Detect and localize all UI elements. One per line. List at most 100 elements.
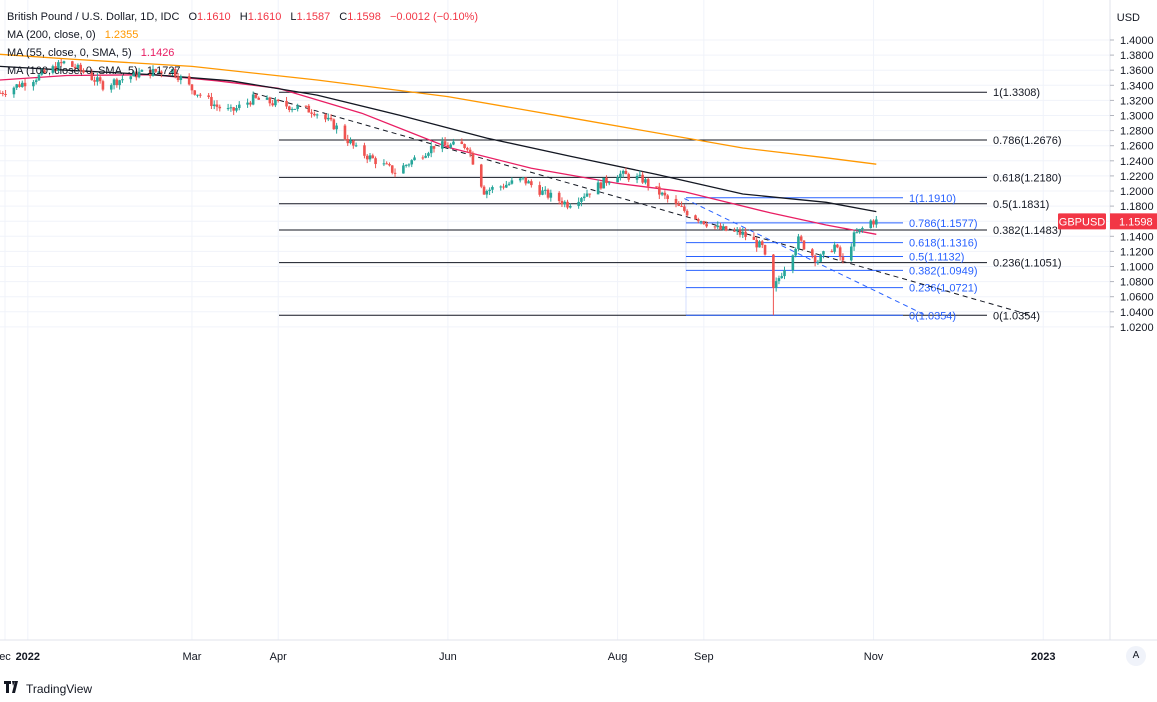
candle-body <box>187 76 191 85</box>
candle-body <box>797 236 800 249</box>
time-tick-label: Nov <box>864 651 884 663</box>
candle-body <box>232 107 235 111</box>
candle-body <box>705 224 708 227</box>
candle-body <box>510 180 514 184</box>
candle-body <box>702 221 706 225</box>
candle-body <box>772 254 775 288</box>
candle-body <box>541 190 544 195</box>
candle-body <box>352 140 355 146</box>
price-tick-label: 1.3000 <box>1120 111 1154 123</box>
fib-level-label: 0.382(1.1483) <box>993 225 1062 237</box>
auto-scale-button[interactable]: A <box>1126 646 1146 666</box>
candle-body <box>285 100 288 107</box>
candle-body <box>777 278 781 282</box>
candle-body <box>783 270 786 277</box>
candle-body <box>296 105 299 109</box>
candle-body <box>137 71 141 78</box>
time-tick-label: ec <box>0 651 11 663</box>
candle-body <box>93 80 96 82</box>
candle-body <box>121 79 124 81</box>
candle-body <box>199 94 202 96</box>
candle-body <box>485 190 489 195</box>
chart-grid <box>0 0 1110 640</box>
time-tick-label: Apr <box>270 651 287 663</box>
candle-body <box>343 125 347 139</box>
candle-body <box>212 104 216 107</box>
time-tick-label: Sep <box>694 651 714 663</box>
candle-body <box>385 163 388 165</box>
candle-body <box>62 61 66 64</box>
candle-body <box>563 201 567 205</box>
candle-body <box>760 241 764 246</box>
fib-ext-label: 0.236(1.0721) <box>909 283 978 295</box>
candle-body <box>54 66 57 71</box>
candle-body <box>226 108 230 110</box>
price-tick-label: 1.4000 <box>1120 35 1154 47</box>
candle-body <box>307 105 311 113</box>
candle-body <box>744 231 747 237</box>
price-tick-label: 1.3600 <box>1120 65 1154 77</box>
candle-body <box>719 225 722 230</box>
candle-body <box>466 148 469 150</box>
ohlc-high-key: H <box>239 11 248 23</box>
candlesticks <box>0 59 878 316</box>
candle-body <box>663 192 667 196</box>
currency-label: USD <box>1116 12 1140 24</box>
candle-body <box>599 182 603 189</box>
price-tick-label: 1.3400 <box>1120 80 1154 92</box>
candle-body <box>716 225 720 228</box>
candle-body <box>549 192 553 198</box>
indicator-value: 1.1727 <box>146 65 181 77</box>
fib-level-label: 0.618(1.2180) <box>993 172 1062 184</box>
candle-body <box>12 87 16 95</box>
candle-body <box>638 174 642 176</box>
candle-body <box>173 69 177 77</box>
candle-body <box>607 182 611 184</box>
candle-body <box>655 186 658 188</box>
candle-body <box>524 177 528 184</box>
candle-body <box>390 165 394 173</box>
candle-body <box>313 113 316 116</box>
candle-body <box>627 174 631 180</box>
candle-body <box>852 232 856 247</box>
candle-body <box>432 146 436 149</box>
ma100-line <box>0 65 877 213</box>
candle-body <box>421 157 425 159</box>
candle-body <box>836 244 839 248</box>
candle-body <box>505 184 508 188</box>
symbol-badge <box>1058 213 1106 230</box>
candle-body <box>101 81 105 90</box>
candle-body <box>268 97 272 104</box>
candle-body <box>641 174 644 183</box>
candle-body <box>0 92 2 94</box>
candle-body <box>635 175 639 180</box>
fibonacci-levels: 1(1.3308) 0.786(1.2676) 0.618(1.2180) 0.5(1… <box>279 87 1062 322</box>
ma55-line <box>0 74 877 235</box>
ohlc-high-value: 1.1610 <box>247 11 282 23</box>
price-tick-label: 1.2800 <box>1120 126 1154 138</box>
candle-body <box>160 71 163 74</box>
candle-body <box>763 245 767 255</box>
indicator-ma55[interactable]: MA (55, close, 0, SMA, 5) 1.1426 <box>7 44 478 62</box>
indicator-value: 1.1426 <box>140 47 175 59</box>
candle-body <box>791 255 795 271</box>
price-tick-label: 1.2200 <box>1120 171 1154 183</box>
indicator-ma100[interactable]: MA (100, close, 0, SMA, 5) 1.1727 <box>7 62 478 80</box>
price-tick-label: 1.1400 <box>1120 231 1154 243</box>
candle-body <box>32 82 35 87</box>
fib-level-label: 0.786(1.2676) <box>993 135 1062 147</box>
candle-body <box>276 99 280 101</box>
time-tick-label: 2023 <box>1031 651 1055 663</box>
candle-body <box>577 201 580 206</box>
candle-body <box>271 103 274 106</box>
fib-level-label: 0.236(1.1051) <box>993 258 1062 270</box>
candle-body <box>4 93 7 95</box>
candle-body <box>582 196 586 199</box>
blue-dashed-trendline <box>684 198 927 317</box>
candle-body <box>822 251 825 255</box>
candle-body <box>23 82 27 87</box>
candle-body <box>246 102 249 105</box>
indicator-ma200[interactable]: MA (200, close, 0) 1.2355 <box>7 26 478 44</box>
candle-body <box>193 90 197 95</box>
